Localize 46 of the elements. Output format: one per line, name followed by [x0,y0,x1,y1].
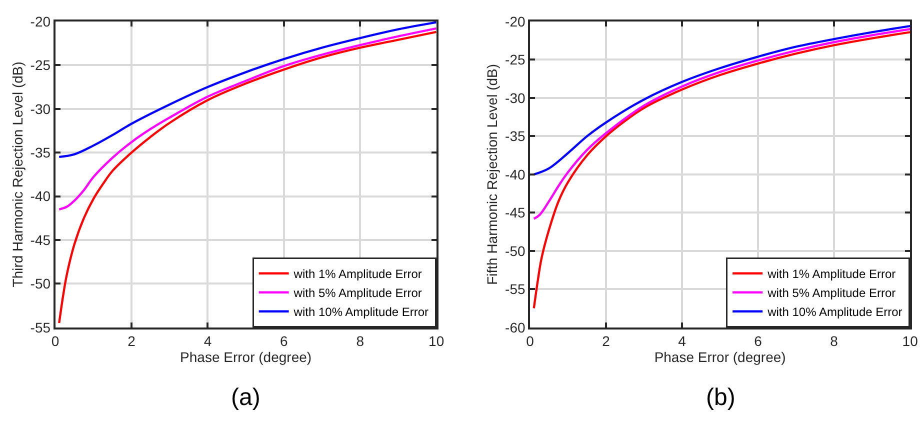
x-tick-label: 8 [356,333,364,350]
legend-label: with 5% Amplitude Error [292,286,422,300]
y-tick-label: -45 [505,204,526,221]
y-axis-title: Fifth Harmonic Rejection Level (dB) [484,64,500,285]
y-tick-label: -25 [30,57,51,74]
y-tick-label: -55 [505,281,526,298]
y-tick-label: -40 [505,166,526,182]
x-tick-label: 10 [428,333,444,350]
x-tick-label: 0 [526,333,534,350]
y-tick-label: -20 [30,13,51,30]
line-series [532,24,910,176]
y-tick-label: -35 [505,128,526,144]
y-tick-label: -30 [505,90,526,106]
y-tick-label: -60 [505,319,526,336]
y-tick-label: -50 [30,276,51,292]
line-series [58,27,436,210]
x-tick-label: 4 [204,333,212,350]
x-tick-label: 4 [678,333,686,350]
line-series [532,28,910,220]
y-tick-label: -35 [30,144,51,160]
x-tick-label: 6 [280,333,288,350]
y-axis-title: Third Harmonic Rejection Level (dB) [9,62,26,288]
legend-label: with 1% Amplitude Error [292,267,422,282]
x-axis-title: Phase Error (degree) [180,349,312,366]
legend-label: with 1% Amplitude Error [766,267,896,282]
y-tick-label: -25 [505,52,526,68]
line-series [58,21,436,158]
text: (a) [231,384,260,411]
y-tick-label: -40 [30,188,51,204]
x-tick-label: 8 [830,333,838,350]
y-tick-label: -50 [505,242,526,259]
y-tick-label: -30 [30,100,51,117]
y-tick-label: -20 [505,13,526,30]
y-tick-label: -55 [30,319,51,336]
legend-label: with 5% Amplitude Error [766,286,896,300]
line-series [58,30,436,324]
x-tick-label: 6 [754,333,762,350]
legend-label: with 10% Amplitude Error [292,305,429,320]
x-axis-title: Phase Error (degree) [654,349,786,366]
x-tick-label: 10 [902,333,918,350]
legend-label: with 10% Amplitude Error [766,305,902,320]
x-tick-label: 0 [51,333,60,350]
x-tick-label: 2 [128,333,136,350]
y-tick-label: -45 [30,232,51,248]
x-tick-label: 2 [602,333,610,350]
text: (b) [706,384,736,411]
